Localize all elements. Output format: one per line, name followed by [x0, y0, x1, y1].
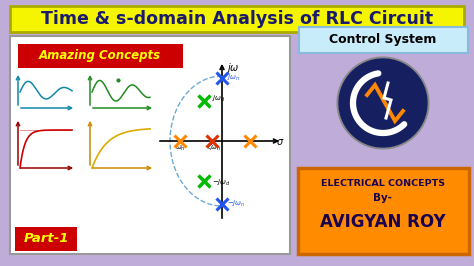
Text: $j\omega_n$: $j\omega_n$ — [227, 73, 240, 83]
Text: Time & s-domain Analysis of RLC Circuit: Time & s-domain Analysis of RLC Circuit — [41, 10, 433, 28]
FancyBboxPatch shape — [10, 36, 290, 254]
Text: $-j\omega_d$: $-j\omega_d$ — [212, 178, 231, 188]
FancyBboxPatch shape — [10, 6, 464, 32]
Text: $\omega_n$: $\omega_n$ — [175, 144, 185, 153]
Text: $\sigma$: $\sigma$ — [276, 137, 284, 147]
Text: AVIGYAN ROY: AVIGYAN ROY — [320, 213, 446, 231]
Text: ELECTRICAL CONCEPTS: ELECTRICAL CONCEPTS — [321, 178, 445, 188]
Text: $j\omega$: $j\omega$ — [226, 61, 239, 75]
Text: $j\omega_d$: $j\omega_d$ — [212, 94, 226, 104]
Circle shape — [339, 59, 427, 147]
Text: $-j\omega_n$: $-j\omega_n$ — [227, 199, 246, 209]
Text: Part-1: Part-1 — [23, 232, 69, 246]
FancyBboxPatch shape — [15, 227, 77, 251]
FancyBboxPatch shape — [298, 168, 469, 254]
FancyBboxPatch shape — [299, 27, 468, 53]
Text: Amazing Concepts: Amazing Concepts — [39, 49, 161, 63]
FancyBboxPatch shape — [18, 44, 183, 68]
Text: $\zeta\omega_n$: $\zeta\omega_n$ — [207, 143, 221, 153]
Text: By-: By- — [374, 193, 392, 203]
Text: Control System: Control System — [329, 34, 437, 47]
